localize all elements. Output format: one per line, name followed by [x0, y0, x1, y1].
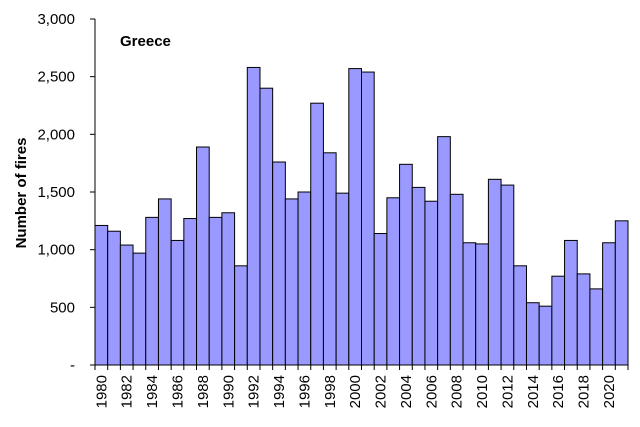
bar-1989: [208, 216, 223, 366]
x-tick-label: 2012: [499, 375, 516, 408]
y-tick-label: 2,500: [37, 69, 75, 86]
bar-1995: [284, 198, 299, 366]
bar-1988: [196, 146, 210, 366]
bar-1982: [119, 244, 134, 366]
bar-1999: [335, 192, 350, 366]
x-tick-label: 2004: [398, 375, 415, 408]
y-tick-label: 1,000: [37, 242, 75, 259]
x-tick-label: 2010: [474, 375, 491, 408]
bar-1997: [310, 102, 324, 366]
bar-2004: [399, 163, 413, 366]
x-tick-label: 1980: [93, 375, 110, 408]
chart-title: Greece: [120, 33, 171, 50]
bar-2011: [487, 178, 502, 366]
bar-1984: [145, 216, 159, 366]
bar-2017: [564, 239, 578, 366]
bar-2016: [551, 275, 566, 366]
x-tick-label: 2000: [347, 375, 364, 408]
bar-2020: [602, 242, 616, 366]
bar-1981: [107, 230, 121, 366]
bar-2000: [348, 68, 362, 366]
bar-2018: [576, 273, 591, 366]
x-tick-label: 1990: [220, 375, 237, 408]
x-tick-label: 2018: [576, 375, 593, 408]
bar-1990: [221, 212, 236, 366]
bar-2005: [411, 186, 426, 366]
y-tick-label: -: [70, 357, 75, 374]
x-tick-label: 1982: [119, 375, 136, 408]
x-tick-label: 2016: [550, 375, 567, 408]
y-tick-label: 3,000: [37, 11, 75, 28]
bar-2001: [361, 71, 375, 366]
bar-2003: [386, 197, 401, 366]
bar-2019: [589, 288, 604, 366]
x-tick-label: 2006: [423, 375, 440, 408]
bar-1985: [157, 198, 172, 366]
y-axis-label: Number of fires: [13, 138, 30, 249]
bar-2008: [449, 193, 464, 366]
x-tick-label: 2020: [601, 375, 618, 408]
x-tick-label: 1994: [271, 375, 288, 408]
x-tick-label: 1984: [144, 375, 161, 408]
bar-1980: [94, 224, 109, 366]
bar-1996: [297, 191, 312, 366]
x-axis-ticks: 1980 1982 1984 1986 1988 1990 1992 1994 1996 1998…: [93, 365, 629, 408]
x-tick-label: 1998: [322, 375, 339, 408]
y-tick-label: 500: [50, 299, 75, 316]
bar-2007: [437, 136, 451, 366]
x-tick-label: 2014: [525, 375, 542, 408]
y-tick-label: 2,000: [37, 126, 75, 143]
bar-1986: [170, 239, 185, 366]
x-tick-label: 1988: [195, 375, 212, 408]
bar-2002: [373, 233, 388, 366]
y-tick-label: 1,500: [37, 184, 75, 201]
bar-2012: [500, 184, 515, 366]
bar-1998: [322, 152, 337, 366]
x-tick-label: 2008: [449, 375, 466, 408]
bar-2009: [462, 242, 477, 366]
bar-1987: [183, 218, 198, 366]
x-tick-label: 1986: [169, 375, 186, 408]
bars: [94, 66, 629, 366]
x-tick-label: 1992: [246, 375, 263, 408]
bar-1983: [132, 252, 147, 366]
bar-2015: [538, 305, 553, 366]
bar-2021: [614, 220, 629, 366]
x-tick-label: 2002: [373, 375, 390, 408]
bar-2010: [475, 243, 489, 366]
bar-2014: [525, 302, 540, 366]
bar-2013: [513, 265, 527, 366]
bar-2006: [424, 200, 439, 366]
bar-1993: [259, 87, 274, 366]
y-axis-ticks: - 500 1,000 1,500 2,000 2,500 3,000: [37, 11, 95, 374]
bar-1992: [246, 66, 261, 366]
bar-1994: [272, 161, 286, 366]
bar-1991: [234, 265, 248, 366]
x-tick-label: 1996: [296, 375, 313, 408]
